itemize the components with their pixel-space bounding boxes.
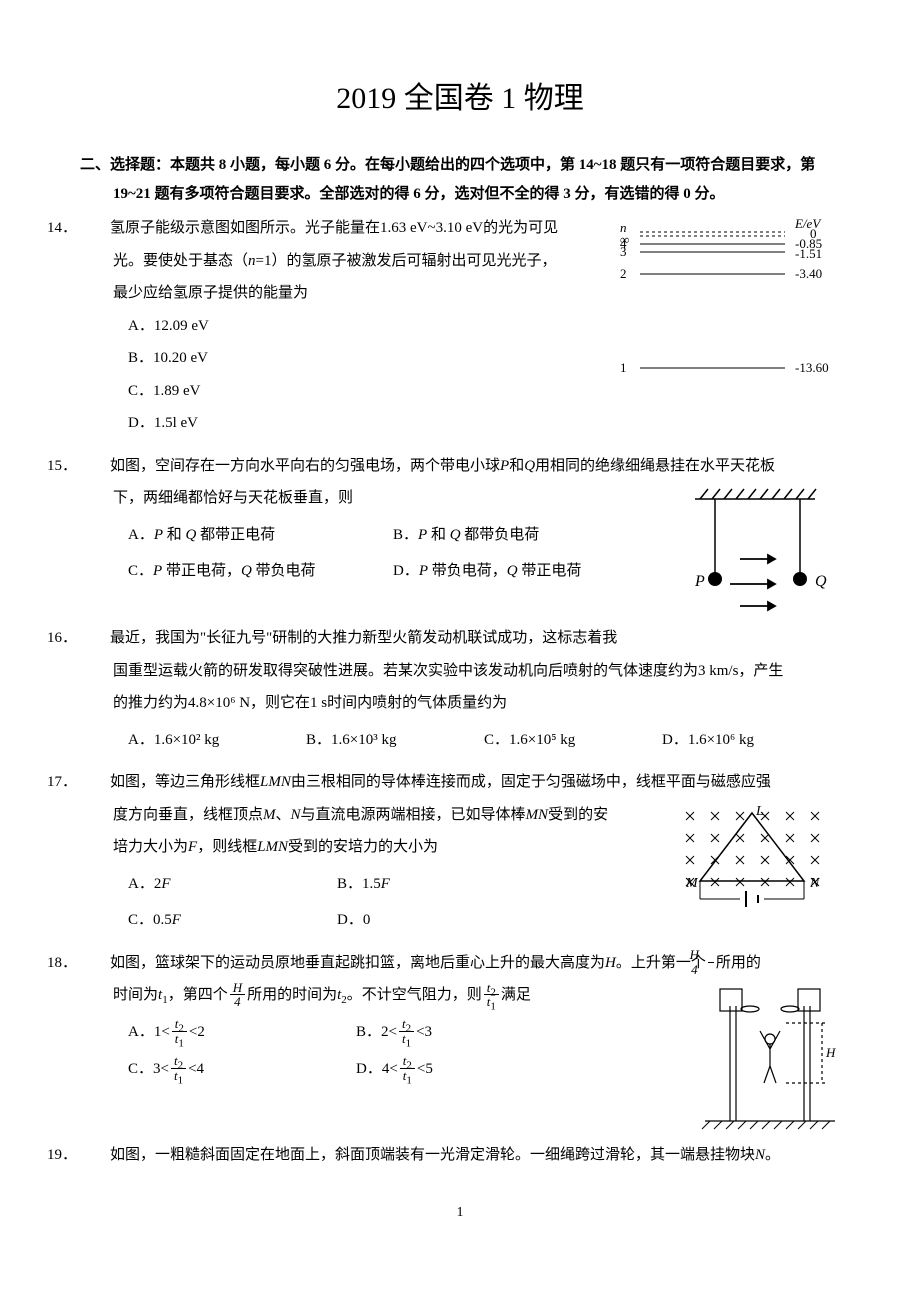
svg-text:-1.51: -1.51 bbox=[795, 246, 822, 261]
question-15: 15．如图，空间存在一方向水平向右的匀强电场，两个带电小球P和Q用相同的绝缘细绳… bbox=[80, 452, 840, 615]
q17-optA: A．2F bbox=[128, 870, 337, 899]
q15-optA: A．P 和 Q 都带正电荷 bbox=[128, 521, 393, 550]
q15-stem-line1: 15．如图，空间存在一方向水平向右的匀强电场，两个带电小球P和Q用相同的绝缘细绳… bbox=[80, 452, 840, 481]
q16-stem-line2: 国重型运载火箭的研发取得突破性进展。若某次实验中该发动机向后喷射的气体速度约为3… bbox=[80, 657, 840, 686]
question-17: 17．如图，等边三角形线框LMN由三根相同的导体棒连接而成，固定于匀强磁场中，线… bbox=[80, 768, 840, 939]
page-title: 2019 全国卷 1 物理 bbox=[80, 70, 840, 127]
svg-text:-3.40: -3.40 bbox=[795, 266, 822, 281]
svg-text:P: P bbox=[694, 573, 705, 590]
q16-optB: B．1.6×10³ kg bbox=[306, 726, 484, 755]
q17-optC: C．0.5F bbox=[128, 906, 337, 935]
svg-text:-13.60: -13.60 bbox=[795, 360, 829, 375]
q16-stem-line1: 16．最近，我国为"长征九号"研制的大推力新型火箭发动机联试成功，这标志着我 bbox=[80, 624, 840, 653]
svg-text:1: 1 bbox=[620, 360, 627, 375]
q14-figure: n ∞ E/eV 0 4 -0.85 3 -1.51 2 bbox=[610, 214, 840, 384]
q17-optB: B．1.5F bbox=[337, 870, 546, 899]
question-19: 19．如图，一粗糙斜面固定在地面上，斜面顶端装有一光滑定滑轮。一细绳跨过滑轮，其… bbox=[80, 1141, 840, 1170]
svg-text:3: 3 bbox=[620, 244, 627, 259]
q16-optA: A．1.6×10² kg bbox=[128, 726, 306, 755]
svg-text:E/eV: E/eV bbox=[794, 216, 822, 231]
section-head: 二、选择题：本题共 8 小题，每小题 6 分。在每小题给出的四个选项中，第 14… bbox=[80, 151, 840, 208]
q16-optD: D．1.6×10⁶ kg bbox=[662, 726, 840, 755]
question-14: n ∞ E/eV 0 4 -0.85 3 -1.51 2 bbox=[80, 214, 840, 442]
question-16: 16．最近，我国为"长征九号"研制的大推力新型火箭发动机联试成功，这标志着我 国… bbox=[80, 624, 840, 758]
q17-stem-line1: 17．如图，等边三角形线框LMN由三根相同的导体棒连接而成，固定于匀强磁场中，线… bbox=[80, 768, 840, 797]
q17-figure: L M N bbox=[670, 801, 840, 911]
svg-text:2: 2 bbox=[620, 266, 627, 281]
q18-optA: A．1<t2t1<2 bbox=[128, 1018, 356, 1047]
q18-options: A．1<t2t1<2 B．2<t2t1<3 C．3<t2t1<4 D．4<t2t… bbox=[80, 1014, 584, 1087]
svg-text:Q: Q bbox=[815, 573, 827, 590]
q17-options: A．2F B．1.5F C．0.5F D．0 bbox=[80, 866, 546, 939]
q14-optD: D．1.5l eV bbox=[128, 409, 840, 438]
q15-options: A．P 和 Q 都带正电荷 B．P 和 Q 都带负电荷 C．P 带正电荷，Q 带… bbox=[80, 517, 658, 590]
svg-text:M: M bbox=[685, 876, 699, 891]
q16-stem-line3: 的推力约为4.8×10⁶ N，则它在1 s时间内喷射的气体质量约为 bbox=[80, 689, 840, 718]
question-18: 18．如图，篮球架下的运动员原地垂直起跳扣篮，离地后重心上升的最大高度为H。上升… bbox=[80, 949, 840, 1132]
q15-optD: D．P 带负电荷，Q 带正电荷 bbox=[393, 557, 658, 586]
q18-optB: B．2<t2t1<3 bbox=[356, 1018, 584, 1047]
q19-stem-line1: 19．如图，一粗糙斜面固定在地面上，斜面顶端装有一光滑定滑轮。一细绳跨过滑轮，其… bbox=[80, 1141, 840, 1170]
q18-figure: H bbox=[700, 981, 840, 1131]
page-number: 1 bbox=[80, 1200, 840, 1227]
svg-text:N: N bbox=[809, 876, 820, 891]
q15-optB: B．P 和 Q 都带负电荷 bbox=[393, 521, 658, 550]
q15-optC: C．P 带正电荷，Q 带负电荷 bbox=[128, 557, 393, 586]
q16-optC: C．1.6×10⁵ kg bbox=[484, 726, 662, 755]
svg-text:L: L bbox=[755, 804, 764, 819]
q17-optD: D．0 bbox=[337, 906, 546, 935]
q16-options: A．1.6×10² kg B．1.6×10³ kg C．1.6×10⁵ kg D… bbox=[80, 722, 840, 759]
q18-stem-line1: 18．如图，篮球架下的运动员原地垂直起跳扣篮，离地后重心上升的最大高度为H。上升… bbox=[80, 949, 840, 978]
svg-text:H: H bbox=[825, 1045, 836, 1060]
q15-figure: P Q bbox=[670, 484, 840, 614]
q18-optD: D．4<t2t1<5 bbox=[356, 1055, 584, 1084]
q18-optC: C．3<t2t1<4 bbox=[128, 1055, 356, 1084]
